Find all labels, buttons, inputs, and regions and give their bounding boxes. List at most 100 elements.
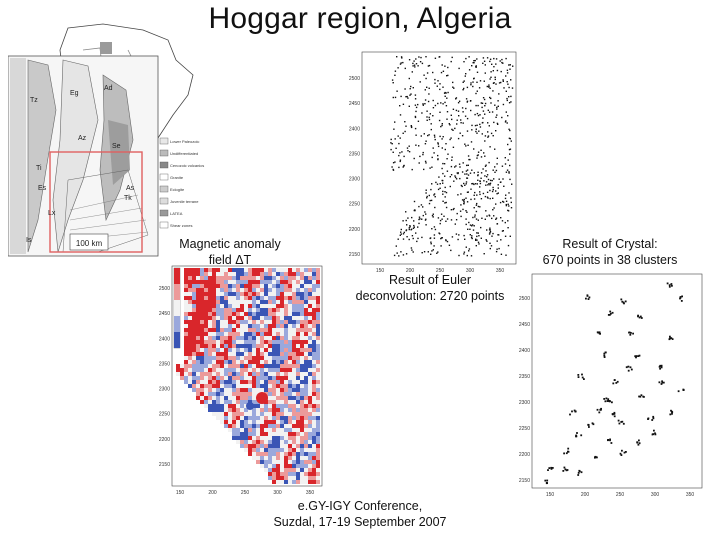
euler-point <box>432 147 434 149</box>
euler-point <box>494 104 496 106</box>
anomaly-cell <box>208 404 212 408</box>
anomaly-cell <box>280 308 284 312</box>
anomaly-cell <box>280 316 284 320</box>
euler-point <box>439 83 441 85</box>
cluster-point <box>624 300 627 303</box>
anomaly-cell <box>192 296 196 300</box>
anomaly-cell <box>280 320 284 324</box>
anomaly-cell <box>288 480 292 484</box>
euler-point <box>507 143 509 146</box>
euler-point <box>452 129 454 131</box>
anomaly-cell <box>300 272 304 276</box>
anomaly-cell <box>184 348 188 352</box>
colorbar-segment <box>174 316 180 332</box>
euler-point <box>399 114 402 116</box>
anomaly-cell <box>284 340 288 344</box>
cluster-point <box>621 300 624 303</box>
anomaly-cell <box>272 392 276 396</box>
anomaly-cell <box>280 396 284 400</box>
anomaly-cell <box>308 340 312 344</box>
anomaly-cell <box>280 408 284 412</box>
anomaly-cell <box>272 292 276 296</box>
anomaly-cell <box>252 416 256 420</box>
anomaly-cell <box>228 352 232 356</box>
anomaly-cell <box>224 304 228 308</box>
euler-point <box>415 232 417 234</box>
anomaly-cell <box>316 424 320 428</box>
euler-point <box>505 203 507 206</box>
euler-point <box>495 217 498 219</box>
euler-point <box>408 77 410 80</box>
euler-point <box>455 165 457 167</box>
euler-point <box>414 66 416 68</box>
euler-point <box>502 79 504 81</box>
anomaly-cell <box>192 356 196 360</box>
anomaly-cell <box>248 328 252 332</box>
anomaly-cell <box>256 300 260 304</box>
anomaly-cell <box>300 412 304 416</box>
euler-point <box>463 202 465 205</box>
anomaly-cell <box>300 456 304 460</box>
anomaly-cell <box>208 352 212 356</box>
euler-point <box>438 119 441 122</box>
euler-point <box>505 200 508 202</box>
anomaly-cell <box>216 288 220 292</box>
anomaly-cell <box>240 356 244 360</box>
euler-point <box>499 60 501 62</box>
anomaly-cell <box>256 408 260 412</box>
anomaly-cell <box>308 476 312 480</box>
anomaly-cell <box>304 268 308 272</box>
anomaly-cell <box>292 288 296 292</box>
euler-point <box>417 120 420 122</box>
anomaly-cell <box>296 356 300 360</box>
euler-point <box>489 227 491 229</box>
x-tick-label: 350 <box>686 492 695 498</box>
anomaly-cell <box>228 320 232 324</box>
anomaly-cell <box>200 396 204 400</box>
euler-point <box>497 187 499 189</box>
anomaly-cell <box>200 292 204 296</box>
anomaly-cell <box>300 380 304 384</box>
euler-point <box>476 154 479 157</box>
euler-point <box>437 158 439 160</box>
euler-point <box>439 233 441 235</box>
anomaly-cell <box>260 408 264 412</box>
anomaly-cell <box>208 384 212 388</box>
anomaly-cell <box>308 284 312 288</box>
euler-point <box>411 216 413 219</box>
anomaly-cell <box>308 444 312 448</box>
anomaly-cell <box>212 272 216 276</box>
anomaly-cell <box>288 356 292 360</box>
anomaly-cell <box>300 400 304 404</box>
anomaly-cell <box>284 468 288 472</box>
anomaly-cell <box>276 296 280 300</box>
anomaly-cell <box>260 276 264 280</box>
anomaly-cell <box>292 384 296 388</box>
anomaly-cell <box>220 284 224 288</box>
euler-point <box>427 65 430 67</box>
anomaly-cell <box>260 372 264 376</box>
anomaly-cell <box>284 276 288 280</box>
geology-map-label: Tk <box>124 195 132 202</box>
anomaly-cell <box>216 296 220 300</box>
anomaly-cell <box>308 380 312 384</box>
anomaly-cell <box>268 332 272 336</box>
euler-point <box>400 62 402 64</box>
euler-point <box>469 228 471 230</box>
anomaly-cell <box>228 372 232 376</box>
anomaly-cell <box>252 344 256 348</box>
anomaly-cell <box>292 324 296 328</box>
x-tick-label: 200 <box>208 490 217 496</box>
anomaly-cell <box>284 448 288 452</box>
anomaly-cell <box>272 440 276 444</box>
euler-point <box>479 80 482 82</box>
euler-point <box>452 86 454 88</box>
anomaly-cell <box>292 280 296 284</box>
euler-point <box>451 156 453 158</box>
euler-point <box>487 197 489 199</box>
anomaly-cell <box>292 376 296 380</box>
anomaly-cell <box>212 328 216 332</box>
anomaly-cell <box>284 460 288 464</box>
anomaly-cell <box>288 364 292 368</box>
anomaly-cell <box>308 388 312 392</box>
